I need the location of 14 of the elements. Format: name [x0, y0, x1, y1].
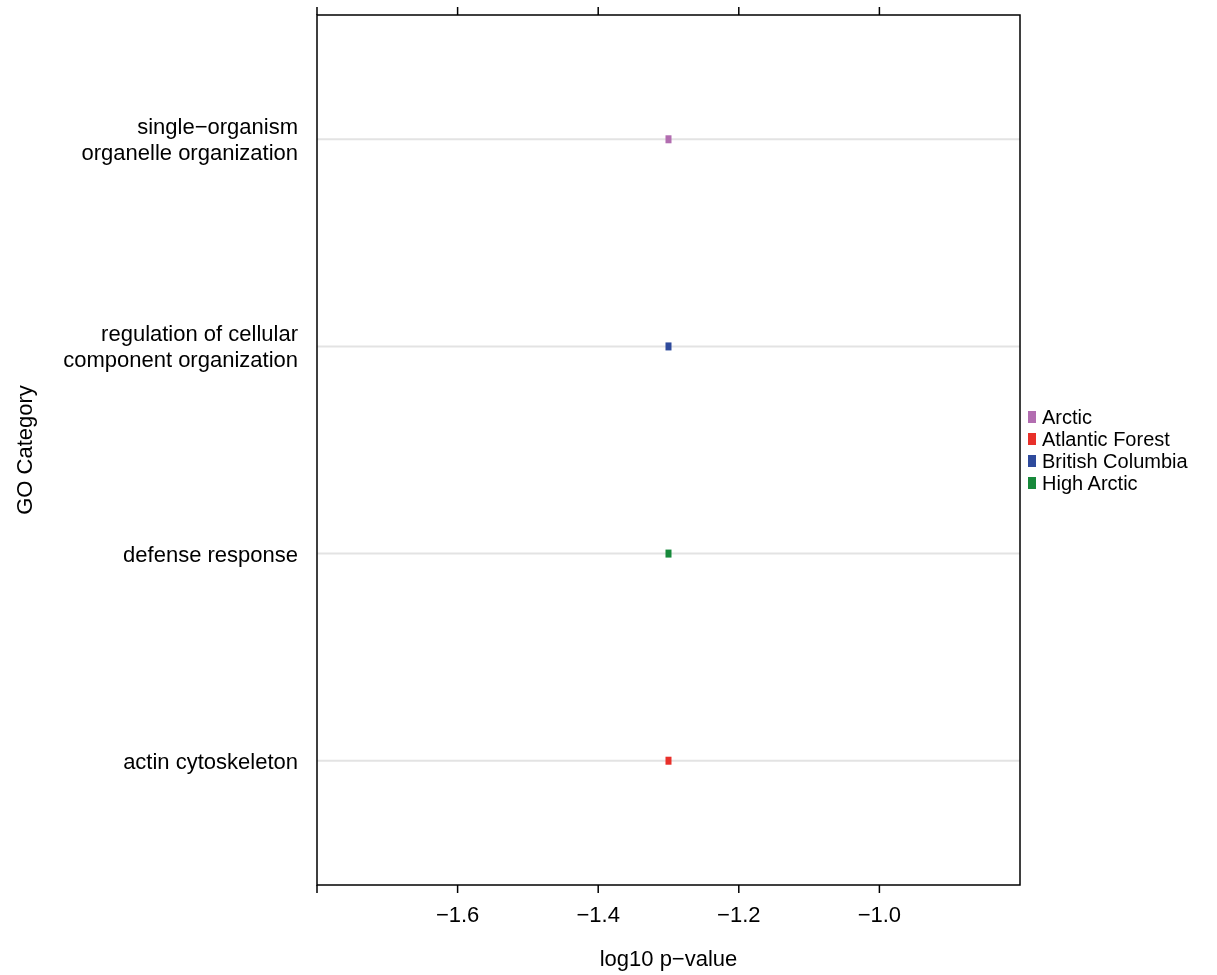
x-axis-title: log10 p−value: [599, 946, 738, 971]
x-tick-label: −1.6: [435, 902, 480, 927]
y-axis-title: GO Category: [12, 385, 37, 515]
y-tick-label: actin cytoskeleton: [123, 748, 298, 774]
y-tick-label: regulation of cellular component organization: [63, 321, 298, 373]
x-tick-label: −1.2: [717, 902, 761, 927]
legend-label: British Columbia: [1042, 450, 1189, 472]
legend-label: High Arctic: [1042, 472, 1138, 494]
x-tick-label: −1.0: [857, 902, 902, 927]
y-tick-label: defense response: [123, 541, 298, 567]
legend-label: Atlantic Forest: [1042, 428, 1171, 450]
legend-label: Arctic: [1042, 406, 1092, 428]
x-tick-label: −1.4: [576, 902, 620, 927]
y-tick-label: single−organism organelle organization: [81, 114, 298, 166]
